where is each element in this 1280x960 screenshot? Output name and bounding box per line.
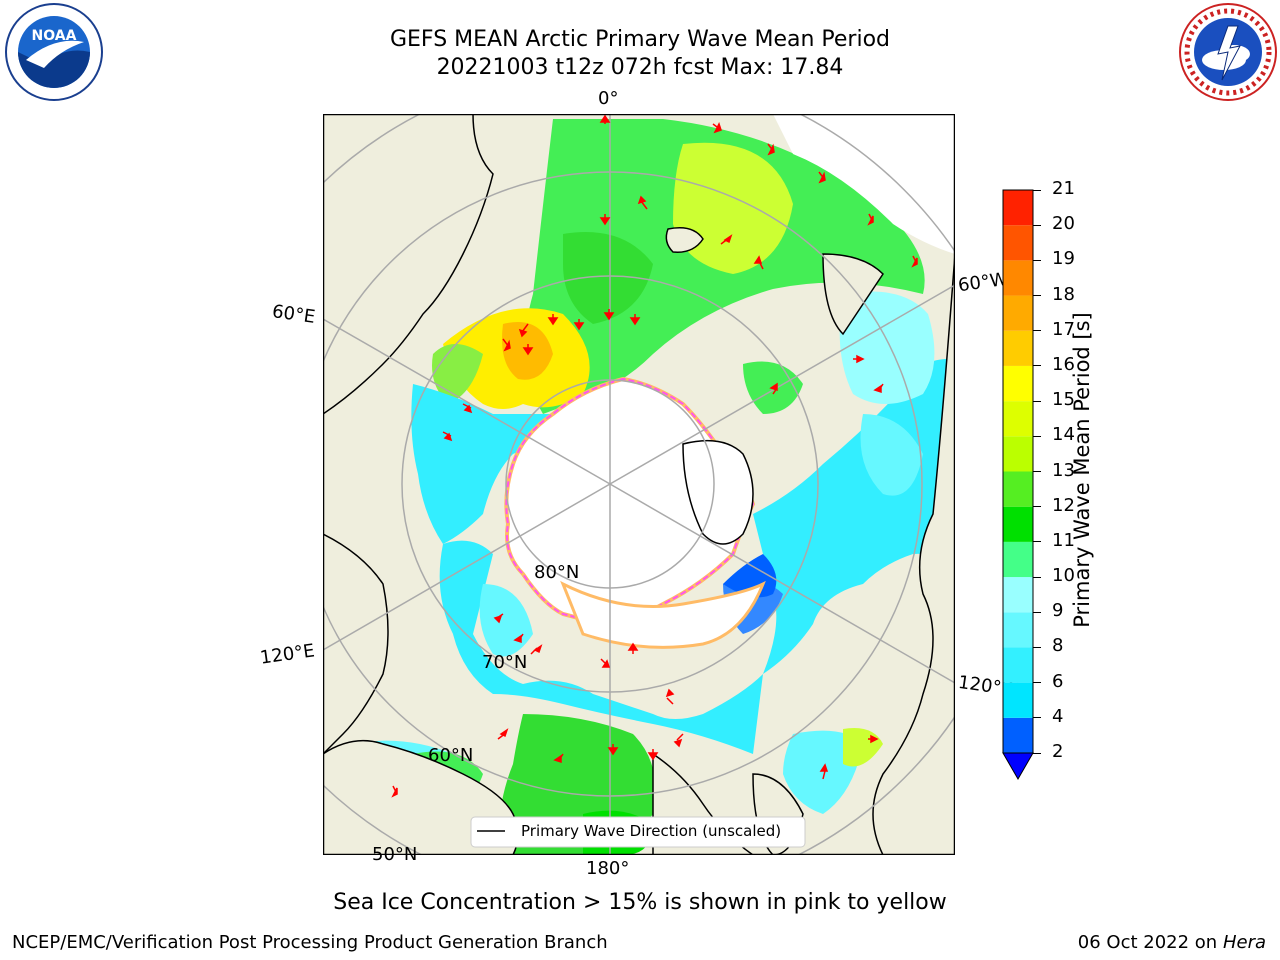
colorbar-tick-mark [1033,576,1041,578]
colorbar-tick-label: 18 [1052,283,1075,305]
colorbar-tick-label: 19 [1052,248,1075,270]
colorbar-tick-label: 12 [1052,494,1075,516]
footer-left: NCEP/EMC/Verification Post Processing Pr… [12,932,608,953]
colorbar-segment [1003,225,1033,261]
chart-title: GEFS MEAN Arctic Primary Wave Mean Perio… [389,27,890,52]
footer-machine: Hera [1222,932,1266,953]
polar-map: Primary Wave Direction (unscaled) [323,114,955,855]
arrow-legend: Primary Wave Direction (unscaled) [470,816,806,848]
colorbar-label: Primary Wave Mean Period [s] [1070,312,1094,628]
colorbar-tick-label: 17 [1052,318,1075,340]
lat-label-60: 60°N [428,745,474,766]
lat-label-70: 70°N [482,652,528,673]
colorbar-tick-mark [1033,506,1041,508]
colorbar-tick-mark [1033,365,1041,367]
colorbar-tick-label: 21 [1052,178,1075,199]
lon-label-120e: 120°E [258,640,316,669]
colorbar-tick-label: 4 [1052,705,1064,727]
lon-label-0: 0° [598,88,619,109]
colorbar-tick-mark [1033,752,1041,754]
colorbar-tick-mark [1033,295,1041,297]
colorbar-segment [1003,330,1033,366]
colorbar-segment [1003,541,1033,578]
graticule [323,114,955,855]
colorbar-tick-mark [1033,224,1041,226]
arrow-legend-label: Primary Wave Direction (unscaled) [521,822,781,840]
colorbar-segment [1003,577,1033,613]
colorbar-extend-arrow [1002,752,1034,781]
lat-label-80: 80°N [534,562,580,583]
sea-ice-note: Sea Ice Concentration > 15% is shown in … [333,890,947,915]
lat-label-50: 50°N [372,844,418,865]
colorbar-tick-label: 14 [1052,424,1075,446]
colorbar-tick-mark [1033,189,1041,191]
colorbar-tick-mark [1033,330,1041,332]
colorbar-tick-label: 6 [1052,670,1064,692]
nws-logo [1179,3,1277,101]
colorbar-segment [1003,190,1033,226]
colorbar-segment [1003,436,1033,472]
colorbar-segment [1003,717,1033,753]
colorbar-segment [1003,365,1033,402]
map-frame [323,114,955,855]
chart-subtitle: 20221003 t12z 072h fcst Max: 17.84 [436,55,844,80]
colorbar-tick-mark [1033,400,1041,402]
colorbar-segment [1003,612,1033,648]
colorbar-tick-mark [1033,471,1041,472]
colorbar-tick-label: 8 [1052,635,1064,657]
colorbar-tick-label: 11 [1052,529,1075,551]
coastlines [323,114,955,855]
colorbar-tick-mark [1033,541,1041,543]
colorbar-segment [1003,401,1033,437]
colorbar-tick-label: 2 [1052,741,1064,762]
colorbar-tick-mark [1033,435,1041,437]
colorbar-tick-label: 16 [1052,353,1075,375]
noaa-logo-text: NOAA [32,28,77,44]
colorbar-tick-label: 9 [1052,600,1064,622]
colorbar-segment [1003,260,1033,296]
colorbar-tick-mark [1033,259,1041,261]
colorbar-tick-label: 13 [1052,459,1075,481]
colorbar-segment [1003,647,1033,683]
colorbar-segment [1003,506,1033,542]
colorbar-segment [1003,471,1033,507]
colorbar-tick-label: 20 [1052,213,1075,235]
colorbar-tick-mark [1033,717,1041,719]
lon-label-180: 180° [586,858,630,879]
colorbar-tick-mark [1033,611,1041,613]
footer-date: 06 Oct 2022 on [1077,932,1223,953]
colorbar-segment [1003,295,1033,331]
noaa-logo: NOAA [5,3,103,101]
colorbar-tick-mark [1033,646,1041,648]
lon-label-60e: 60°E [270,301,317,328]
colorbar-tick-label: 10 [1052,565,1075,587]
footer-right: 06 Oct 2022 on Hera [1078,932,1266,953]
colorbar [1002,189,1034,781]
wave-direction-arrows [391,114,918,798]
colorbar-tick-mark [1033,682,1041,684]
colorbar-segment [1003,682,1033,718]
colorbar-tick-label: 15 [1052,389,1075,411]
